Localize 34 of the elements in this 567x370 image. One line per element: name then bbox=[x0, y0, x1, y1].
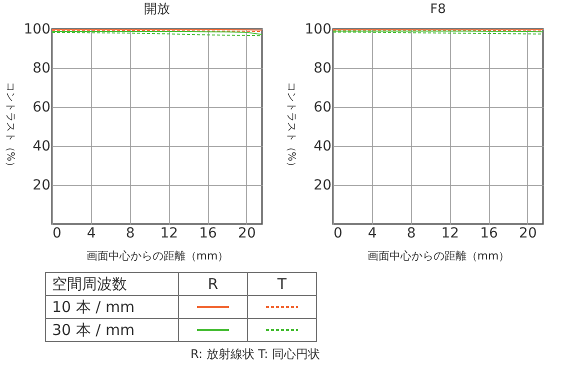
x-tick-label: 12 bbox=[160, 226, 178, 242]
x-tick-label: 0 bbox=[334, 226, 342, 242]
x-tick-label: 4 bbox=[368, 226, 377, 242]
y-tick-label: 60 bbox=[314, 100, 332, 116]
x-axis-title: 画面中心からの距離（mm） bbox=[86, 250, 229, 262]
y-tick-label: 40 bbox=[314, 138, 332, 154]
y-tick-label: 100 bbox=[24, 22, 50, 38]
x-tick-label: 8 bbox=[406, 226, 416, 242]
x-tick-label: 0 bbox=[52, 226, 62, 242]
text: R bbox=[178, 272, 248, 296]
y-tick-label: 80 bbox=[314, 60, 332, 76]
x-tick-label: 8 bbox=[126, 226, 135, 242]
x-tick-label: 20 bbox=[519, 226, 537, 242]
y-tick-label: 100 bbox=[304, 22, 332, 38]
x-tick-label: 16 bbox=[480, 226, 498, 242]
y-tick-label: 20 bbox=[314, 178, 332, 194]
text: 10 本 / mm bbox=[46, 296, 178, 318]
chart-title: 開放 bbox=[144, 2, 170, 17]
y-tick-label: 40 bbox=[32, 138, 50, 154]
text: R: 放射線状 T: 同心円状 bbox=[189, 346, 320, 363]
text: T bbox=[248, 272, 316, 296]
y-axis-title: コントラスト（%） bbox=[286, 82, 296, 172]
text: 30 本 / mm bbox=[46, 318, 178, 342]
legend-title: 空間周波数 bbox=[46, 272, 178, 296]
x-tick-label: 12 bbox=[441, 226, 460, 242]
x-axis-title: 画面中心からの距離（mm） bbox=[367, 250, 510, 262]
x-tick-label: 16 bbox=[199, 226, 218, 242]
x-tick-label: 4 bbox=[86, 226, 96, 242]
y-tick-label: 80 bbox=[32, 60, 50, 76]
y-axis-title: コントラスト（%） bbox=[4, 82, 16, 172]
y-tick-label: 60 bbox=[32, 100, 50, 116]
y-tick-label: 20 bbox=[32, 178, 50, 194]
x-tick-label: 20 bbox=[238, 226, 256, 242]
chart-title: F8 bbox=[430, 2, 446, 17]
